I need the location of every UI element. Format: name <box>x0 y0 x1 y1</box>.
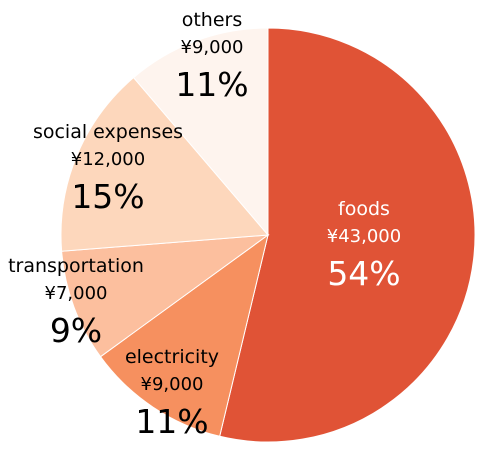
pie-slices <box>60 27 476 443</box>
pie-slice-others <box>132 27 269 237</box>
slice-percent: 9% <box>50 311 102 350</box>
slice-amount: ¥7,000 <box>45 283 108 304</box>
pie-slice-electricity <box>99 233 269 437</box>
slice-percent: 54% <box>327 254 400 293</box>
slice-label-others: others ¥9,000 11% <box>175 9 248 104</box>
pie-labels: foods ¥43,000 54% electricity ¥9,000 11% trans… <box>8 9 401 441</box>
slice-name: electricity <box>125 346 219 368</box>
slice-label-electricity: electricity ¥9,000 11% <box>125 346 219 441</box>
slice-name: foods <box>338 198 390 220</box>
slice-amount: ¥9,000 <box>141 374 204 395</box>
slice-amount: ¥43,000 <box>327 226 401 247</box>
slice-name: social expenses <box>33 121 183 143</box>
pie-slice-foods <box>219 27 476 443</box>
slice-name: transportation <box>8 255 144 277</box>
slice-amount: ¥9,000 <box>181 37 244 58</box>
pie-slice-social-expenses <box>60 76 270 252</box>
slice-amount: ¥12,000 <box>71 149 145 170</box>
slice-name: others <box>182 9 243 31</box>
slice-percent: 11% <box>175 65 248 104</box>
slice-label-social-expenses: social expenses ¥12,000 15% <box>33 121 183 216</box>
slice-percent: 15% <box>71 177 144 216</box>
slice-label-transportation: transportation ¥7,000 9% <box>8 255 144 350</box>
slice-label-foods: foods ¥43,000 54% <box>327 198 401 293</box>
pie-slice-transportation <box>61 234 270 358</box>
slice-percent: 11% <box>135 402 208 441</box>
